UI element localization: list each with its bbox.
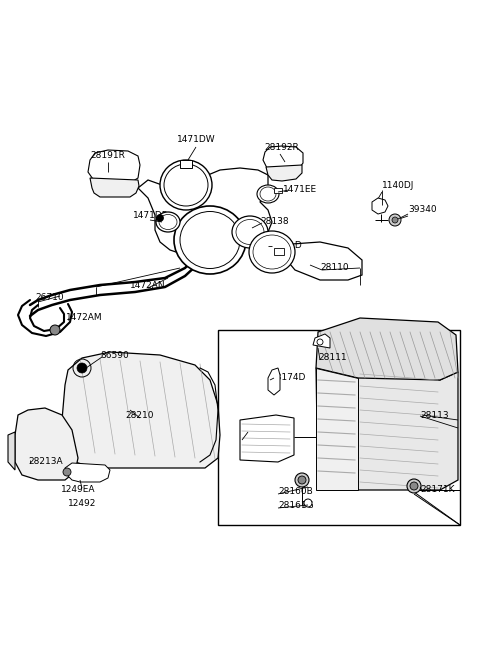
Text: 1471DW: 1471DW (177, 136, 216, 144)
Circle shape (389, 214, 401, 226)
Text: 1471EE: 1471EE (283, 186, 317, 194)
Ellipse shape (180, 211, 240, 268)
Polygon shape (268, 368, 280, 395)
Text: 28192R: 28192R (264, 144, 300, 152)
Text: 1140DJ: 1140DJ (382, 182, 414, 190)
Ellipse shape (160, 160, 212, 210)
Polygon shape (285, 242, 362, 280)
Text: 1472AN: 1472AN (130, 281, 166, 289)
Bar (274, 248, 284, 255)
Polygon shape (313, 334, 330, 348)
Ellipse shape (253, 235, 291, 269)
Polygon shape (240, 415, 294, 462)
Text: 1249EA: 1249EA (61, 485, 95, 495)
Text: 28171K: 28171K (420, 485, 455, 495)
Ellipse shape (164, 164, 208, 206)
Text: 1471LD: 1471LD (268, 241, 303, 249)
Text: 26710: 26710 (35, 293, 64, 302)
Text: 28210: 28210 (126, 411, 154, 419)
Circle shape (50, 325, 60, 335)
Text: 28174D: 28174D (270, 373, 305, 382)
Bar (180, 160, 192, 168)
Circle shape (317, 339, 323, 345)
Polygon shape (316, 368, 458, 490)
Polygon shape (8, 432, 15, 470)
Circle shape (63, 468, 71, 476)
Ellipse shape (156, 212, 180, 232)
Polygon shape (65, 463, 110, 482)
Ellipse shape (260, 187, 276, 201)
Text: 28213A: 28213A (28, 457, 62, 466)
Bar (274, 188, 282, 193)
Ellipse shape (174, 206, 246, 274)
Circle shape (295, 473, 309, 487)
Ellipse shape (236, 220, 264, 245)
Circle shape (410, 482, 418, 490)
Ellipse shape (159, 215, 177, 230)
Text: 28110: 28110 (320, 264, 348, 272)
Polygon shape (90, 178, 139, 197)
Ellipse shape (249, 231, 295, 273)
Text: 28161G: 28161G (278, 501, 313, 510)
Text: 28160B: 28160B (278, 487, 313, 497)
Polygon shape (316, 318, 458, 380)
Circle shape (156, 215, 164, 222)
Text: 28138: 28138 (260, 218, 288, 226)
Polygon shape (266, 165, 302, 181)
Text: 28117F: 28117F (245, 426, 279, 434)
Ellipse shape (232, 216, 268, 248)
Circle shape (304, 499, 312, 507)
Circle shape (298, 476, 306, 484)
Polygon shape (263, 146, 303, 172)
Bar (218, 330, 460, 525)
Circle shape (392, 217, 398, 223)
Circle shape (407, 479, 421, 493)
Polygon shape (138, 168, 272, 256)
Text: 86590: 86590 (100, 350, 129, 359)
Text: 12492: 12492 (68, 499, 96, 508)
Ellipse shape (257, 185, 279, 203)
Text: 39340: 39340 (408, 205, 437, 215)
Polygon shape (88, 150, 140, 184)
Text: 1472AM: 1472AM (66, 314, 103, 323)
Polygon shape (372, 198, 388, 214)
Polygon shape (15, 408, 78, 480)
Text: 1471DF: 1471DF (132, 211, 168, 220)
Text: 28113: 28113 (420, 411, 449, 419)
Circle shape (77, 363, 87, 373)
Polygon shape (316, 368, 358, 490)
Text: 28111: 28111 (318, 354, 347, 363)
Polygon shape (62, 352, 220, 468)
Text: 28191R: 28191R (91, 150, 125, 159)
